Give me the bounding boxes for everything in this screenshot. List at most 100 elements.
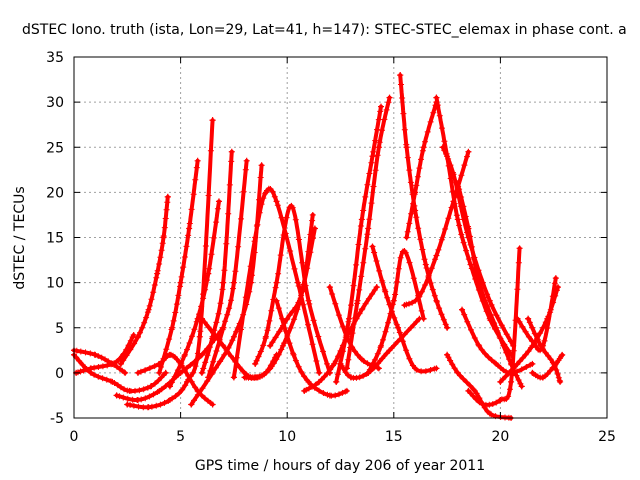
point-markers (333, 108, 384, 385)
y-tick-label: 10 (46, 276, 64, 292)
data-point (480, 401, 487, 408)
data-point (465, 387, 472, 394)
data-point (412, 365, 419, 372)
point-markers (365, 248, 425, 376)
data-point (403, 144, 410, 151)
data-point (130, 331, 137, 338)
data-point (529, 369, 536, 376)
data-point (309, 211, 316, 218)
data-point (326, 392, 333, 399)
data-point (109, 378, 116, 385)
data-point (92, 351, 99, 358)
data-point (433, 252, 440, 259)
x-tick-label: 20 (491, 429, 509, 445)
y-tick-label: 15 (46, 231, 64, 247)
axis-ticks: 0 5 10 15 20 25 -5 0 5 10 15 20 25 30 35 (46, 50, 616, 445)
data-point (267, 365, 274, 372)
data-point (296, 297, 303, 304)
series-line (118, 194, 170, 366)
data-point (156, 387, 163, 394)
data-point (183, 378, 190, 385)
x-tick-label: 5 (176, 429, 185, 445)
series-arc-36 (514, 275, 559, 354)
data-point (166, 396, 173, 403)
data-point (273, 279, 280, 286)
y-tick-label: 30 (46, 95, 64, 111)
data-point (378, 342, 385, 349)
data-point (126, 387, 133, 394)
data-point (196, 333, 203, 340)
data-point (209, 369, 216, 376)
data-point (386, 94, 393, 101)
data-point (476, 279, 483, 286)
series-arc-27 (369, 243, 440, 375)
data-point (508, 378, 515, 385)
series-arc-18 (273, 297, 350, 399)
series-arc-10 (198, 148, 235, 376)
data-point (228, 148, 235, 155)
data-point (284, 315, 291, 322)
data-point (331, 360, 338, 367)
data-point (147, 383, 154, 390)
data-point (518, 383, 525, 390)
data-point (230, 374, 237, 381)
data-point (559, 351, 566, 358)
data-point (365, 369, 372, 376)
y-tick-label: 5 (55, 321, 64, 337)
data-point (497, 378, 504, 385)
data-point (433, 94, 440, 101)
data-point (209, 401, 216, 408)
data-point (459, 306, 466, 313)
data-point (134, 369, 141, 376)
y-tick-label: 0 (55, 366, 64, 382)
data-point (220, 279, 227, 286)
data-point (279, 342, 286, 349)
data-point (390, 297, 397, 304)
series-arc-9 (166, 198, 222, 390)
data-point (358, 306, 365, 313)
data-point (493, 324, 500, 331)
data-point (375, 144, 382, 151)
data-point (198, 351, 205, 358)
data-point (230, 333, 237, 340)
data-point (145, 404, 152, 411)
data-point (454, 216, 461, 223)
data-point (386, 347, 393, 354)
data-point (454, 369, 461, 376)
data-point (476, 342, 483, 349)
data-point (169, 324, 176, 331)
data-point (467, 261, 474, 268)
data-point (375, 365, 382, 372)
data-point (181, 351, 188, 358)
data-point (188, 401, 195, 408)
data-point (333, 378, 340, 385)
data-marks (71, 72, 566, 421)
data-point (316, 369, 323, 376)
series-arc-24 (365, 248, 427, 376)
data-point (420, 144, 427, 151)
data-point (358, 356, 365, 363)
data-point (311, 225, 318, 232)
data-point (433, 365, 440, 372)
data-point (369, 243, 376, 250)
chart-title: dSTEC Iono. truth (ista, Lon=29, Lat=41,… (22, 22, 627, 38)
data-point (273, 198, 280, 205)
data-point (516, 245, 523, 252)
data-point (215, 198, 222, 205)
data-point (465, 148, 472, 155)
series-arc-12 (188, 162, 265, 408)
data-point (444, 324, 451, 331)
data-point (117, 360, 124, 367)
series-arc-38 (529, 351, 566, 381)
data-point (186, 225, 193, 232)
point-markers (444, 351, 512, 421)
data-point (552, 275, 559, 282)
data-point (301, 387, 308, 394)
data-point (358, 216, 365, 223)
data-point (166, 383, 173, 390)
data-point (254, 374, 261, 381)
data-point (252, 360, 259, 367)
data-point (194, 157, 201, 164)
data-point (305, 378, 312, 385)
series-arc-1 (71, 347, 129, 376)
